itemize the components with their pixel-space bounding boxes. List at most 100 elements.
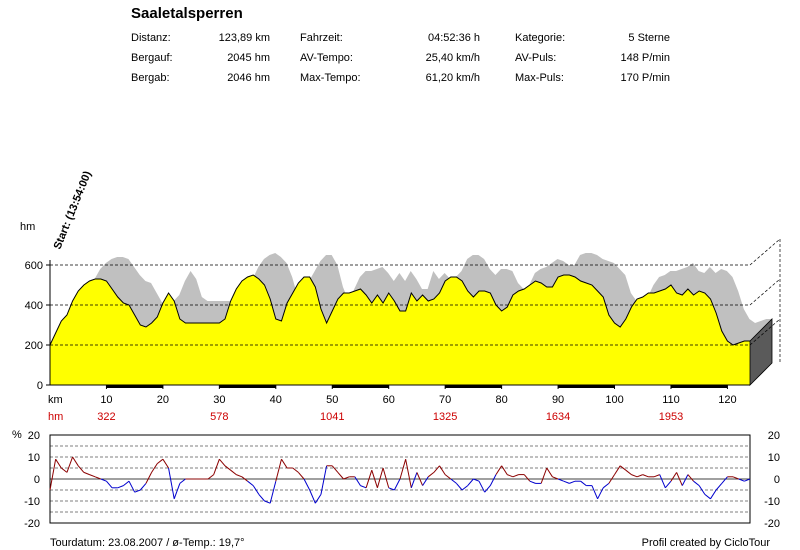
- profile-y-tick-label: 400: [25, 300, 43, 312]
- gradient-segment: [309, 489, 316, 504]
- gradient-segment: [405, 459, 412, 488]
- gradient-y-tick-label-left: 10: [28, 452, 40, 464]
- stat-value-fahrzeit: 04:52:36 h: [428, 32, 480, 44]
- gradient-segment: [123, 480, 130, 486]
- gradient-segment: [213, 459, 220, 475]
- gradient-segment: [670, 472, 678, 482]
- gradient-segment: [416, 472, 424, 486]
- profile-grid-diagonal: [749, 238, 781, 266]
- gradient-segment: [128, 480, 136, 493]
- gradient-segment: [60, 467, 68, 473]
- stat-label-av-puls: AV-Puls:: [515, 52, 557, 64]
- gradient-segment: [507, 474, 514, 478]
- profile-x-tick-label: 10: [100, 394, 112, 406]
- stat-label-max-tempo: Max-Tempo:: [300, 72, 361, 84]
- gradient-segment: [642, 474, 649, 478]
- gradient-segment: [258, 494, 265, 502]
- gradient-segment: [292, 467, 299, 473]
- gradient-segment: [100, 478, 107, 482]
- profile-area: [50, 275, 750, 385]
- footer-tour-date: Tourdatum: 23.08.2007 / ø-Temp.: 19,7°: [50, 537, 245, 549]
- profile-x-tick-label: 50: [326, 394, 338, 406]
- profile-y-tick-label: 600: [25, 260, 43, 272]
- gradient-segment: [569, 480, 576, 484]
- profile-x-tick-label: 120: [718, 394, 736, 406]
- gradient-segment: [376, 467, 384, 488]
- gradient-segment: [478, 480, 486, 493]
- gradient-segment: [252, 485, 260, 495]
- stat-value-bergauf: 2045 hm: [227, 52, 270, 64]
- gradient-segment: [388, 487, 395, 491]
- profile-grid-diagonal: [749, 278, 781, 306]
- gradient-segment: [450, 478, 457, 484]
- gradient-segment: [552, 476, 559, 480]
- gradient-y-tick-label-right: 10: [768, 452, 780, 464]
- gradient-segment: [602, 483, 610, 489]
- gradient-segment: [314, 494, 322, 504]
- gradient-segment: [151, 463, 158, 473]
- profile-grid-diagonal: [749, 318, 781, 346]
- profile-x-tick-label: 90: [552, 394, 564, 406]
- km-band: [445, 385, 502, 388]
- gradient-segment: [156, 458, 164, 464]
- gradient-segment: [241, 476, 248, 482]
- profile-x-tick-label: 40: [270, 394, 282, 406]
- gradient-segment: [337, 472, 344, 480]
- gradient-segment: [636, 474, 643, 478]
- gradient-segment: [66, 456, 74, 473]
- gradient-segment: [106, 480, 113, 489]
- cumulative-climb-label: 1634: [546, 411, 570, 423]
- gradient-segment: [83, 471, 90, 476]
- gradient-segment: [619, 465, 627, 471]
- gradient-segment: [523, 474, 531, 482]
- gradient-y-tick-label-right: -20: [764, 518, 780, 530]
- profile-side-face: [749, 318, 773, 386]
- gradient-segment: [738, 478, 745, 482]
- cumulative-climb-label: 322: [97, 411, 115, 423]
- profile-x-tick-label: 60: [383, 394, 395, 406]
- gradient-segment: [631, 474, 638, 478]
- gradient-segment: [501, 465, 508, 475]
- gradient-y-tick-label-left: 0: [34, 474, 40, 486]
- cumulative-climb-label: 1953: [659, 411, 683, 423]
- gradient-segment: [681, 474, 689, 486]
- gradient-segment: [224, 465, 231, 471]
- profile-y-tick-label: 200: [25, 340, 43, 352]
- gradient-y-tick-label-right: 20: [768, 430, 780, 442]
- km-band: [670, 385, 728, 388]
- profile-line: [49, 274, 750, 346]
- cumulative-climb-label: 1041: [320, 411, 344, 423]
- gradient-y-tick-label-left: -20: [24, 518, 40, 530]
- stat-value-kategorie: 5 Sterne: [628, 32, 670, 44]
- gradient-segment: [591, 485, 599, 499]
- cumulative-climb-label: 1325: [433, 411, 457, 423]
- gradient-segment: [546, 467, 553, 478]
- gradient-segment: [371, 470, 378, 488]
- gradient-segment: [540, 467, 548, 484]
- gradient-segment: [529, 480, 536, 484]
- gradient-segment: [693, 480, 700, 486]
- gradient-segment: [484, 485, 491, 493]
- gradient-segment: [134, 489, 141, 493]
- gradient-segment: [608, 474, 615, 484]
- gradient-segment: [704, 494, 711, 500]
- gradient-segment: [473, 478, 480, 482]
- stat-value-max-tempo: 61,20 km/h: [425, 72, 480, 84]
- stat-value-bergab: 2046 hm: [227, 72, 270, 84]
- gradient-segment: [179, 478, 186, 484]
- stat-value-distanz: 123,89 km: [218, 32, 270, 44]
- gradient-segment: [281, 458, 288, 469]
- gradient-segment: [676, 472, 683, 486]
- gradient-segment: [117, 485, 124, 489]
- gradient-segment: [659, 474, 666, 488]
- gradient-segment: [207, 474, 215, 480]
- gradient-segment: [433, 465, 440, 473]
- gradient-segment: [49, 459, 57, 491]
- gradient-segment: [744, 478, 751, 482]
- gradient-segment: [489, 474, 497, 486]
- gradient-segment: [303, 478, 311, 491]
- gradient-segment: [320, 465, 328, 495]
- gradient-segment: [721, 476, 728, 484]
- gradient-segment: [382, 467, 390, 488]
- gradient-segment: [664, 480, 672, 489]
